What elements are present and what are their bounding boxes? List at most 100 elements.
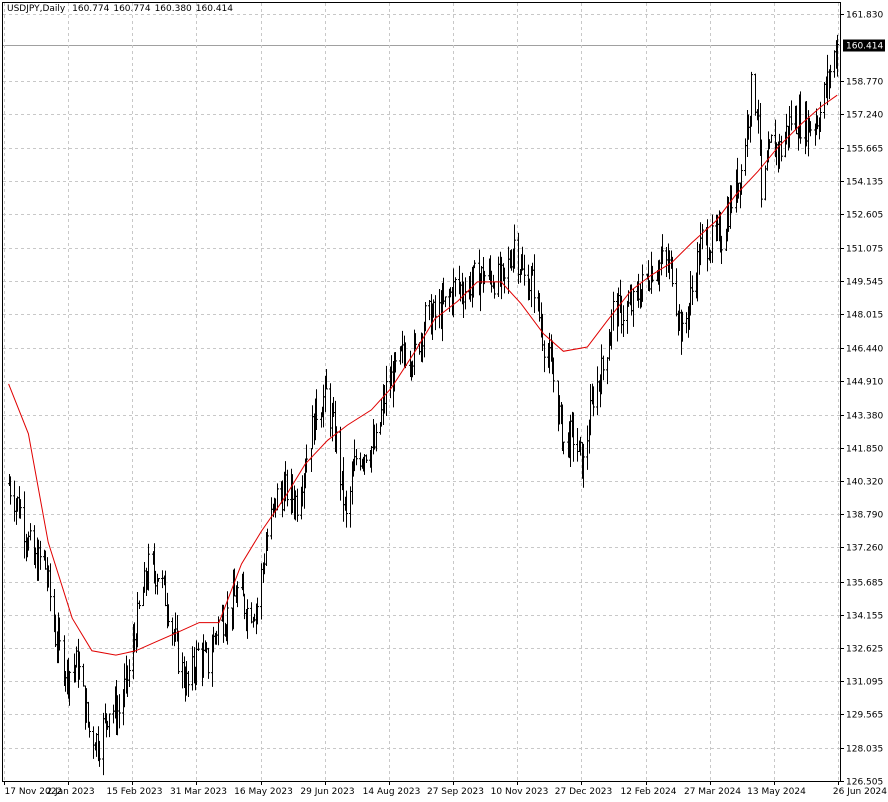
ohlc-bar (250, 602, 253, 624)
open-value: 160.774 (72, 4, 110, 14)
ohlc-bar (809, 121, 812, 137)
ohlc-bar (493, 281, 496, 299)
x-tick-label: 16 May 2023 (234, 787, 293, 797)
ohlc-bar (39, 540, 42, 570)
ohlc-bar (434, 295, 437, 331)
ohlc-bars (8, 34, 839, 776)
ohlc-bar (171, 617, 174, 646)
ohlc-bar (602, 355, 605, 381)
y-tick-label: 140.320 (846, 478, 883, 488)
ohlc-bar (191, 646, 194, 691)
y-tick-label: 128.035 (846, 745, 883, 755)
ohlc-bar (315, 389, 318, 431)
ohlc-bar (424, 302, 427, 332)
x-tick-label: 10 Nov 2023 (491, 787, 549, 797)
ohlc-bar (543, 340, 546, 373)
ohlc-bar (730, 185, 733, 214)
current-price-label: 160.414 (846, 42, 883, 52)
y-tick-label: 161.830 (846, 11, 883, 21)
ohlc-bar (740, 164, 743, 195)
ohlc-bar (329, 383, 332, 437)
ohlc-bar (305, 444, 308, 473)
ohlc-bar (260, 563, 263, 620)
ohlc-bar (68, 670, 71, 706)
ohlc-bar (102, 712, 105, 776)
ohlc-bar (49, 563, 52, 612)
ohlc-bar (665, 247, 668, 278)
ohlc-bar (444, 296, 447, 308)
ohlc-bar (177, 630, 180, 674)
ohlc-bar (92, 726, 95, 759)
ohlc-bar (833, 50, 836, 78)
ohlc-bar (88, 721, 91, 738)
x-tick-label: 31 Mar 2023 (170, 787, 227, 797)
y-tick-label: 141.850 (846, 445, 883, 455)
ohlc-bar (503, 267, 506, 294)
ohlc-bar (156, 573, 159, 595)
ohlc-bar (75, 646, 78, 668)
ohlc-bar (438, 288, 441, 329)
y-tick-label: 143.380 (846, 412, 883, 422)
price-axis: 161.830 160.414 158.770 157.240 155.665 154.1… (840, 11, 885, 788)
ohlc-bar (385, 365, 388, 416)
y-tick-label: 152.605 (846, 211, 883, 221)
x-tick-label: 27 Mar 2024 (684, 787, 741, 797)
x-tick-label: 26 Jun 2024 (833, 787, 887, 797)
ohlc-bar (296, 488, 299, 522)
ohlc-bar (517, 232, 520, 284)
ohlc-bar (754, 73, 757, 116)
ohlc-bar (23, 491, 26, 559)
x-tick-label: 12 Feb 2024 (620, 787, 676, 797)
high-value: 160.774 (113, 4, 151, 14)
ohlc-bar (394, 351, 397, 373)
chart-header: USDJPY,Daily 160.774 160.774 160.380 160.41… (7, 4, 237, 14)
ohlc-bar (744, 138, 747, 176)
chart-frame (2, 2, 841, 782)
y-tick-label: 134.155 (846, 612, 883, 622)
ohlc-bar (572, 412, 575, 462)
ohlc-bar (799, 91, 802, 144)
ohlc-bar (147, 543, 150, 591)
ohlc-bar (58, 617, 61, 651)
ohlc-bar (507, 246, 510, 294)
ohlc-bar (836, 34, 839, 77)
ohlc-bar (310, 448, 313, 473)
y-tick-label: 158.770 (846, 78, 883, 88)
ohlc-bar (596, 366, 599, 416)
y-tick-label: 157.240 (846, 111, 883, 121)
ohlc-bar (552, 357, 555, 393)
y-tick-label: 132.625 (846, 645, 883, 655)
ohlc-bar (246, 599, 249, 639)
ohlc-bar (339, 426, 342, 501)
ohlc-bar (720, 235, 723, 265)
ohlc-bar (586, 425, 589, 470)
ohlc-bar (207, 647, 210, 679)
ohlc-bar (661, 234, 664, 265)
y-tick-label: 148.015 (846, 311, 883, 321)
ohlc-bar (286, 469, 289, 507)
ohlc-bar (562, 441, 565, 455)
ohlc-bar (523, 254, 526, 286)
ohlc-bar (790, 100, 793, 131)
ohlc-bar (128, 659, 131, 687)
ohlc-bar (533, 254, 536, 313)
ohlc-bar (349, 486, 352, 528)
ohlc-bar (112, 704, 115, 724)
ohlc-bar (9, 476, 12, 505)
ohlc-bar (365, 454, 368, 463)
x-tick-label: 13 May 2024 (747, 787, 806, 797)
ohlc-bar (576, 428, 579, 462)
ohlc-bar (632, 288, 635, 327)
y-tick-label: 137.260 (846, 544, 883, 554)
ohlc-bar (82, 663, 85, 687)
ohlc-bar (454, 277, 457, 297)
ohlc-bar (829, 64, 832, 89)
y-tick-label: 154.135 (846, 178, 883, 188)
ohlc-bar (681, 311, 684, 342)
ohlc-bar (19, 499, 22, 519)
ohlc-bar (823, 82, 826, 119)
x-tick-label: 27 Sep 2023 (427, 787, 484, 797)
x-tick-label: 17 Nov 2022 (5, 787, 63, 797)
